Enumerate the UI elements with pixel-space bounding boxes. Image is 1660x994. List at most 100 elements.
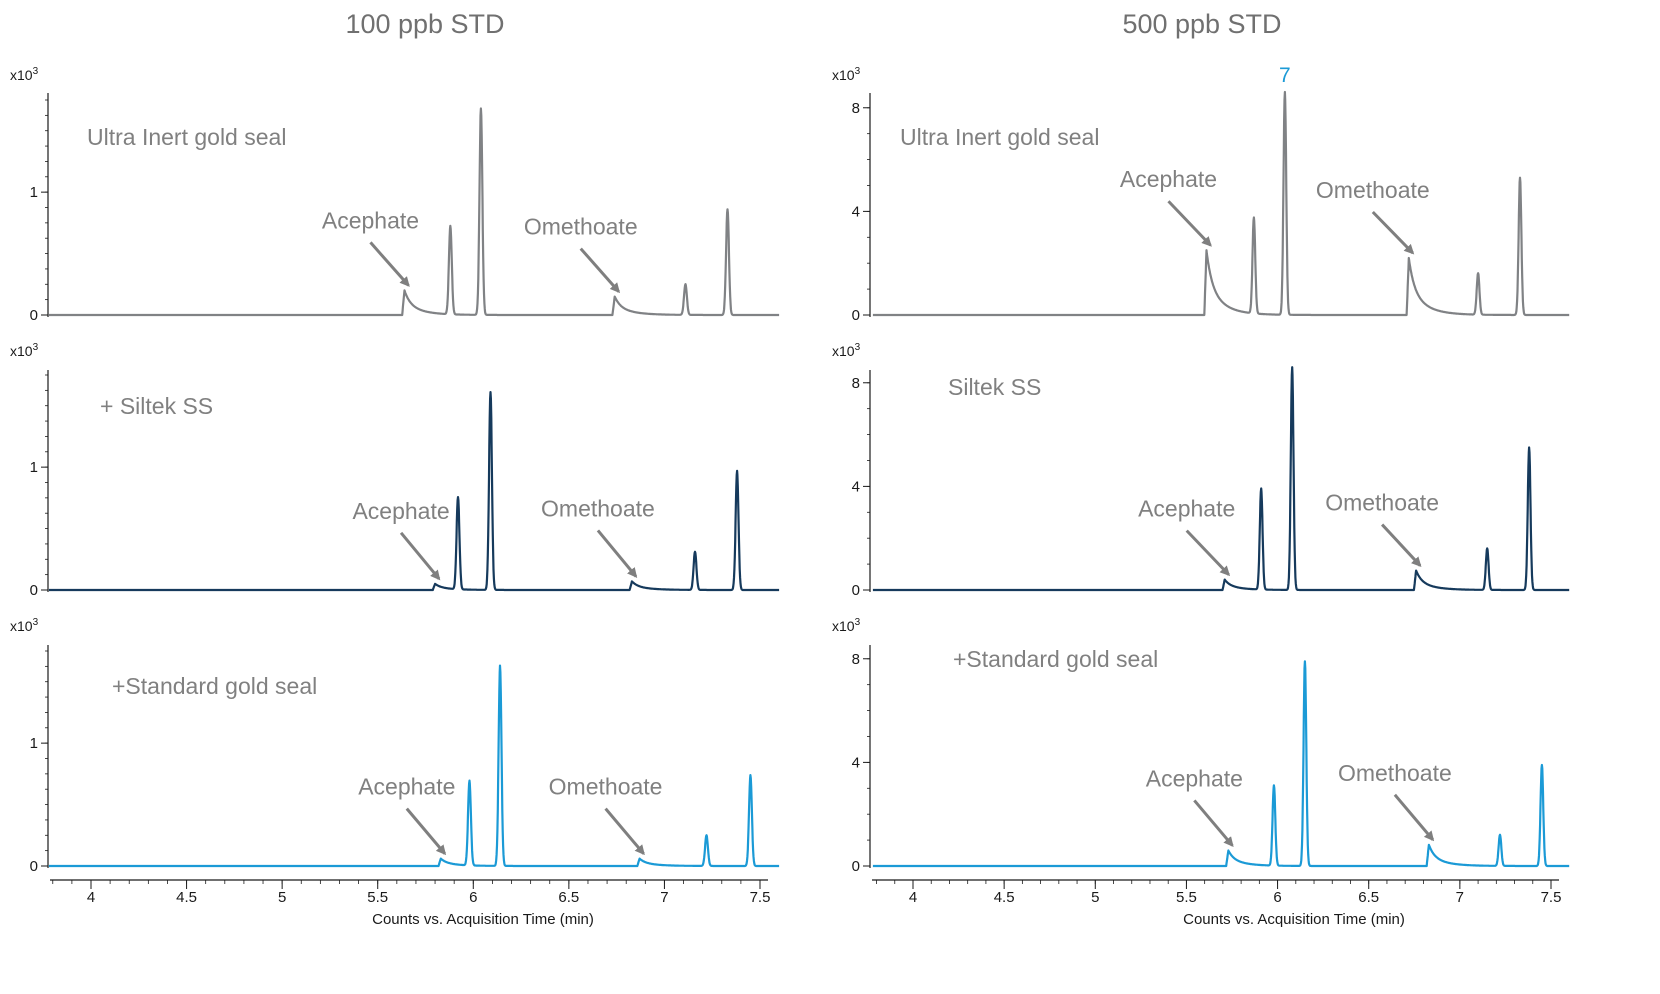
y-tick-label: 1 bbox=[30, 459, 38, 476]
y-tick-label: 0 bbox=[30, 307, 38, 324]
y-tick-label: 0 bbox=[852, 307, 860, 324]
exponent-power: 3 bbox=[855, 342, 861, 353]
exponent-power: 3 bbox=[33, 66, 39, 77]
x-tick-label: 6 bbox=[469, 889, 477, 906]
condition-label: +Standard gold seal bbox=[112, 673, 317, 699]
x-tick-label: 4 bbox=[87, 889, 95, 906]
peak-apex-2 bbox=[1273, 785, 1274, 786]
x-tick-label: 6.5 bbox=[558, 889, 579, 906]
x-axis: 4 4.5 5 5.5 6 6.5 7 7.5 Counts vs. Acquisition T… bbox=[872, 879, 1562, 928]
chromatogram-trace bbox=[872, 90, 1570, 317]
chromatogram-trace bbox=[48, 664, 780, 868]
annotation-arrow bbox=[596, 529, 638, 578]
peak-apex-3 bbox=[490, 392, 491, 393]
chromatogram-trace bbox=[48, 107, 780, 317]
y-exponent-label: x103 bbox=[832, 66, 861, 83]
y-tick-label: 8 bbox=[852, 100, 860, 117]
y-tick-label: 8 bbox=[852, 375, 860, 392]
x-axis-title: Counts vs. Acquisition Time (min) bbox=[372, 911, 594, 928]
peak-apex-1 bbox=[404, 290, 405, 291]
y-tick-label: 1 bbox=[30, 735, 38, 752]
exponent-power: 3 bbox=[33, 617, 39, 628]
peak-apex-6 bbox=[1520, 177, 1521, 178]
peak-apex-2 bbox=[469, 781, 470, 782]
y-exponent-label: x103 bbox=[10, 66, 39, 83]
x-tick-label: 6 bbox=[1273, 889, 1281, 906]
peak-apex-4 bbox=[1428, 844, 1429, 845]
y-tick-label: 0 bbox=[852, 582, 860, 599]
x-tick-label: 7.5 bbox=[750, 889, 771, 906]
x-tick-label: 7.5 bbox=[1541, 889, 1562, 906]
peak-apex-2 bbox=[1261, 488, 1262, 489]
peak-apex-4 bbox=[1408, 258, 1409, 259]
x-axis-title: Counts vs. Acquisition Time (min) bbox=[1183, 911, 1405, 928]
annotation-label: Omethoate bbox=[549, 774, 663, 800]
peak-apex-6 bbox=[750, 775, 751, 776]
exponent-base: x10 bbox=[832, 618, 855, 634]
chromatogram-trace bbox=[48, 391, 780, 592]
peak-apex-1 bbox=[1224, 579, 1225, 580]
annotation-arrow bbox=[399, 531, 441, 581]
exponent-base: x10 bbox=[10, 618, 33, 634]
annotation-label: Acephate bbox=[1138, 496, 1235, 522]
peak-apex-5 bbox=[695, 551, 696, 552]
peak-apex-6 bbox=[737, 470, 738, 471]
exponent-base: x10 bbox=[832, 343, 855, 359]
peak-apex-1 bbox=[1228, 850, 1229, 851]
annotation-label: Omethoate bbox=[1338, 760, 1452, 786]
chart-panel-2: 0 4 8 x103 Siltek SS Acephate Omethoate bbox=[832, 342, 1570, 599]
peak-apex-5 bbox=[1499, 834, 1500, 835]
annotation-label: Acephate bbox=[352, 498, 449, 524]
peak-apex-6 bbox=[1541, 764, 1542, 765]
annotation-label: Omethoate bbox=[524, 214, 638, 240]
y-tick-label: 4 bbox=[852, 203, 860, 220]
peak-apex-3 bbox=[480, 108, 481, 109]
y-tick-label: 0 bbox=[30, 858, 38, 875]
exponent-base: x10 bbox=[10, 343, 33, 359]
chart-title: 100 ppb STD bbox=[345, 9, 504, 39]
condition-label: Ultra Inert gold seal bbox=[900, 124, 1099, 150]
x-tick-label: 7 bbox=[660, 889, 668, 906]
peak-apex-5 bbox=[706, 835, 707, 836]
x-tick-label: 5 bbox=[278, 889, 286, 906]
annotation-arrow bbox=[1393, 793, 1435, 842]
x-tick-label: 4.5 bbox=[994, 889, 1015, 906]
x-tick-label: 5 bbox=[1091, 889, 1099, 906]
peak-apex-1 bbox=[440, 858, 441, 859]
peak-apex-3 bbox=[1304, 661, 1305, 662]
exponent-base: x10 bbox=[10, 67, 33, 83]
annotation-label: Omethoate bbox=[1316, 177, 1430, 203]
x-axis: 4 4.5 5 5.5 6 6.5 7 7.5 Counts vs. Acquisition T… bbox=[50, 879, 771, 928]
peak-apex-2 bbox=[1253, 219, 1254, 220]
chart-panel-1: 0 4 8 x103 Ultra Inert gold seal Acephate Omet… bbox=[832, 66, 1570, 324]
peak-apex-2 bbox=[457, 497, 458, 498]
x-tick-label: 4 bbox=[909, 889, 917, 906]
annotation-arrow bbox=[604, 807, 645, 856]
peak-apex-3 bbox=[1284, 92, 1285, 93]
chromatogram-trace bbox=[872, 660, 1570, 868]
annotation-arrow bbox=[1167, 200, 1212, 247]
y-exponent-label: x103 bbox=[10, 617, 39, 634]
condition-label: +Standard gold seal bbox=[953, 646, 1158, 672]
y-tick-label: 4 bbox=[852, 754, 860, 771]
peak-apex-5 bbox=[1487, 548, 1488, 549]
x-tick-label: 7 bbox=[1456, 889, 1464, 906]
y-tick-label: 8 bbox=[852, 651, 860, 668]
peak-apex-3 bbox=[500, 665, 501, 666]
chart-panel-2: 0 1 x103 + Siltek SS Acephate Omethoate bbox=[10, 342, 780, 599]
peak-apex-1 bbox=[1206, 250, 1207, 251]
peak-apex-4 bbox=[639, 858, 640, 859]
peak-apex-6 bbox=[727, 209, 728, 210]
annotation-label: Acephate bbox=[358, 774, 455, 800]
chart-title: 500 ppb STD bbox=[1122, 9, 1281, 39]
annotation-label: Acephate bbox=[1146, 765, 1243, 791]
peak-apex-4 bbox=[614, 296, 615, 297]
y-tick-label: 0 bbox=[852, 858, 860, 875]
y-tick-label: 1 bbox=[30, 184, 38, 201]
annotation-label: Acephate bbox=[1120, 166, 1217, 192]
annotation-arrow bbox=[1381, 523, 1422, 568]
annotation-arrow bbox=[1185, 529, 1231, 577]
